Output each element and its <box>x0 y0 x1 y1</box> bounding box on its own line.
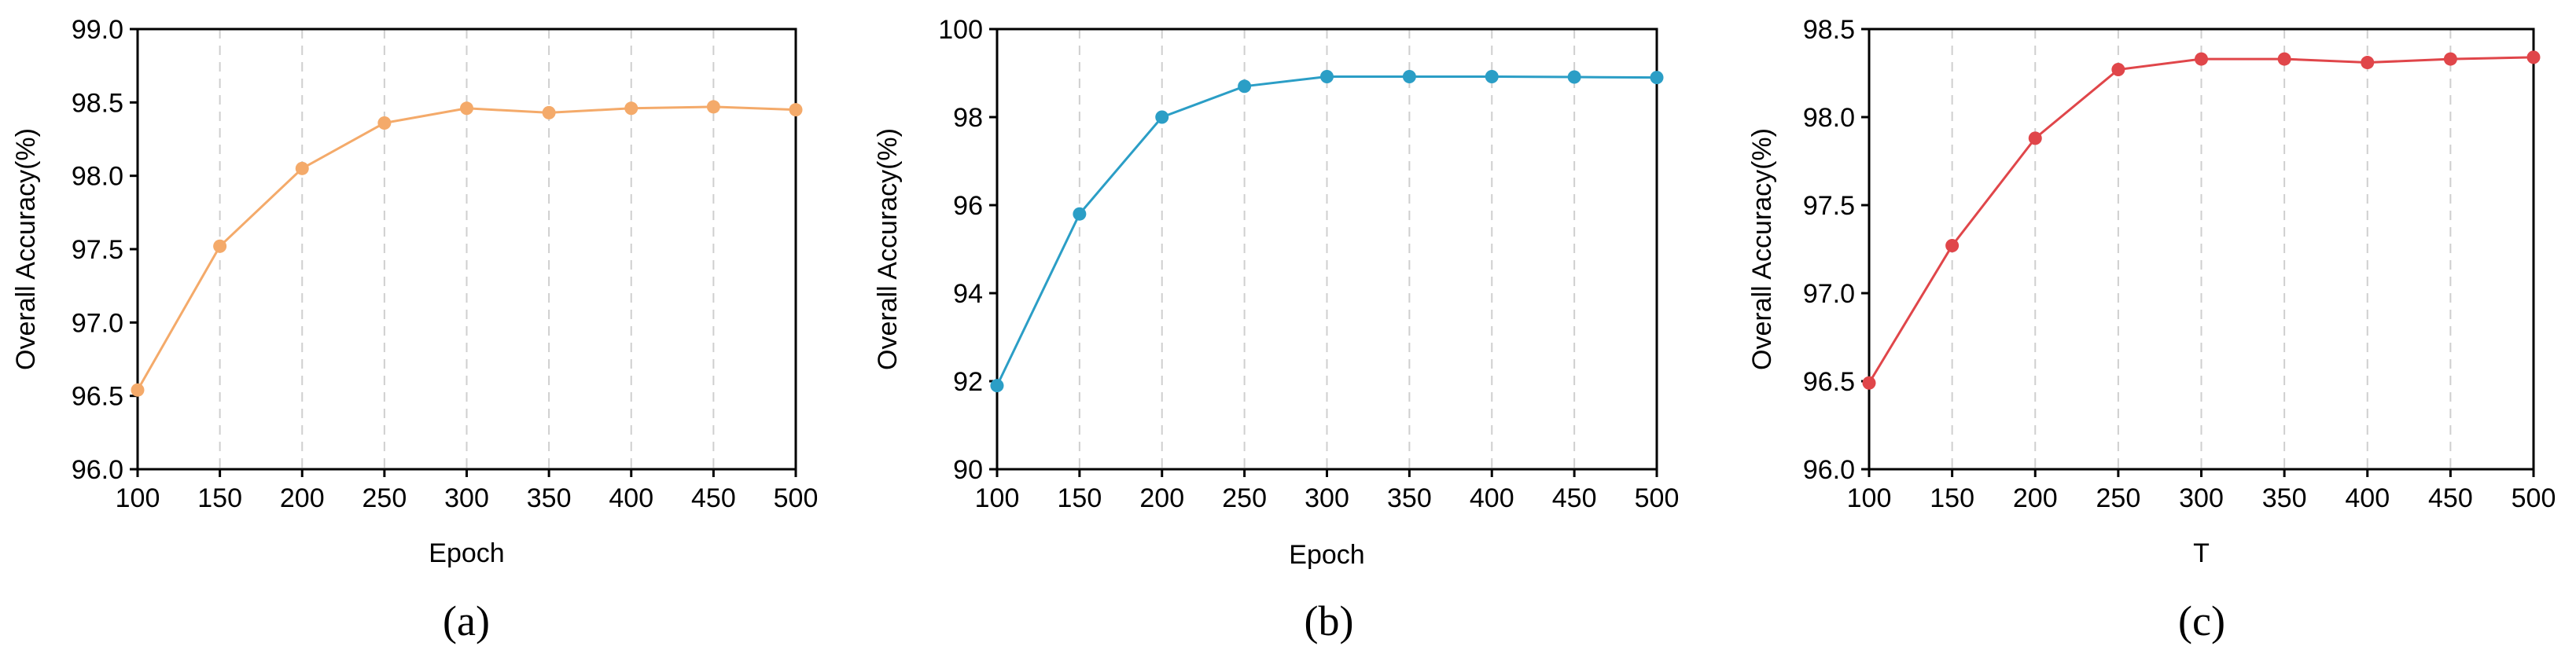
y-axis-label: Overall Accuracy(%) <box>1747 128 1777 370</box>
x-tick-label: 150 <box>1058 483 1102 513</box>
x-tick-label: 200 <box>1139 483 1184 513</box>
x-tick-label: 350 <box>1387 483 1432 513</box>
data-point <box>295 161 309 175</box>
y-tick-label: 99.0 <box>72 15 123 45</box>
data-point <box>789 103 803 117</box>
chart-panel-2: 100 150 200 250 300 350 400 450 500 90 92 94 96 98 100… <box>873 15 1679 644</box>
y-tick-label: 96.0 <box>72 455 123 485</box>
data-point <box>2443 52 2457 66</box>
x-tick-label: 200 <box>2013 483 2058 513</box>
data-point <box>1320 69 1334 83</box>
data-point <box>542 105 556 119</box>
data-point <box>706 100 720 114</box>
x-tick-label: 250 <box>1222 483 1267 513</box>
data-point <box>1650 71 1664 85</box>
x-tick-label: 350 <box>2262 483 2307 513</box>
data-point <box>213 239 227 253</box>
data-point <box>2277 52 2291 66</box>
y-tick-label: 97.0 <box>1803 279 1855 309</box>
y-tick-label: 96.5 <box>1803 367 1855 397</box>
y-tick-label: 94 <box>953 279 983 309</box>
data-point <box>1402 69 1416 83</box>
x-tick-label: 450 <box>1552 483 1597 513</box>
y-tick-label: 98.0 <box>72 162 123 192</box>
x-tick-label: 300 <box>444 483 489 513</box>
data-point <box>1485 69 1499 83</box>
x-tick-label: 500 <box>2512 483 2556 513</box>
x-tick-label: 100 <box>116 483 160 513</box>
x-tick-label: 500 <box>774 483 819 513</box>
data-point <box>2361 56 2375 70</box>
y-tick-label: 92 <box>953 367 983 397</box>
y-tick-label: 97.0 <box>72 308 123 338</box>
x-tick-label: 450 <box>691 483 736 513</box>
x-tick-label: 400 <box>609 483 653 513</box>
y-tick-label: 98.0 <box>1803 103 1855 133</box>
panel-caption: (c) <box>2178 597 2225 644</box>
y-tick-label: 98.5 <box>72 88 123 118</box>
data-point <box>2195 52 2208 66</box>
data-point <box>460 101 473 116</box>
x-tick-label: 400 <box>2345 483 2390 513</box>
data-point <box>131 383 145 397</box>
x-tick-label: 100 <box>1847 483 1892 513</box>
data-point <box>990 379 1004 393</box>
y-axis-label: Overall Accuracy(%) <box>873 128 903 370</box>
data-point <box>377 116 392 130</box>
panel-caption: (b) <box>1305 597 1354 644</box>
data-point <box>1862 376 1876 390</box>
x-axis-label: Epoch <box>1289 540 1364 570</box>
x-axis-label: Epoch <box>429 538 504 568</box>
y-tick-label: 100 <box>938 15 983 45</box>
y-tick-label: 90 <box>953 455 983 485</box>
y-tick-label: 96.5 <box>72 382 123 412</box>
data-point <box>1155 110 1169 124</box>
y-tick-label: 97.5 <box>1803 191 1855 221</box>
x-tick-label: 250 <box>362 483 407 513</box>
x-tick-label: 150 <box>197 483 242 513</box>
x-tick-label: 200 <box>280 483 325 513</box>
x-tick-label: 100 <box>975 483 1020 513</box>
x-tick-label: 250 <box>2096 483 2141 513</box>
data-point <box>1945 239 1960 253</box>
y-tick-label: 96.0 <box>1803 455 1855 485</box>
x-tick-label: 500 <box>1635 483 1680 513</box>
y-tick-label: 98 <box>953 103 983 133</box>
data-point <box>1073 207 1087 221</box>
data-point <box>2111 63 2125 77</box>
y-tick-label: 97.5 <box>72 235 123 265</box>
data-point <box>1567 70 1581 84</box>
x-axis-label: T <box>2193 538 2210 568</box>
x-tick-label: 400 <box>1470 483 1514 513</box>
chart-panel-3: 100 150 200 250 300 350 400 450 500 96.0 96.5 97.0 9… <box>1747 15 2556 644</box>
data-point <box>1238 79 1252 94</box>
data-point <box>2526 50 2541 64</box>
data-point <box>624 101 638 116</box>
x-tick-label: 150 <box>1930 483 1974 513</box>
y-tick-label: 98.5 <box>1803 15 1855 45</box>
chart-panel-1: 100 150 200 250 300 350 400 450 500 96.0 96.5 97.0 9… <box>11 15 818 644</box>
y-axis-label: Overall Accuracy(%) <box>11 128 41 370</box>
x-tick-label: 300 <box>1305 483 1349 513</box>
x-tick-label: 300 <box>2179 483 2224 513</box>
panel-caption: (a) <box>443 597 490 644</box>
y-tick-label: 96 <box>953 191 983 221</box>
data-point <box>2028 131 2042 145</box>
x-tick-label: 350 <box>527 483 572 513</box>
x-tick-label: 450 <box>2428 483 2473 513</box>
